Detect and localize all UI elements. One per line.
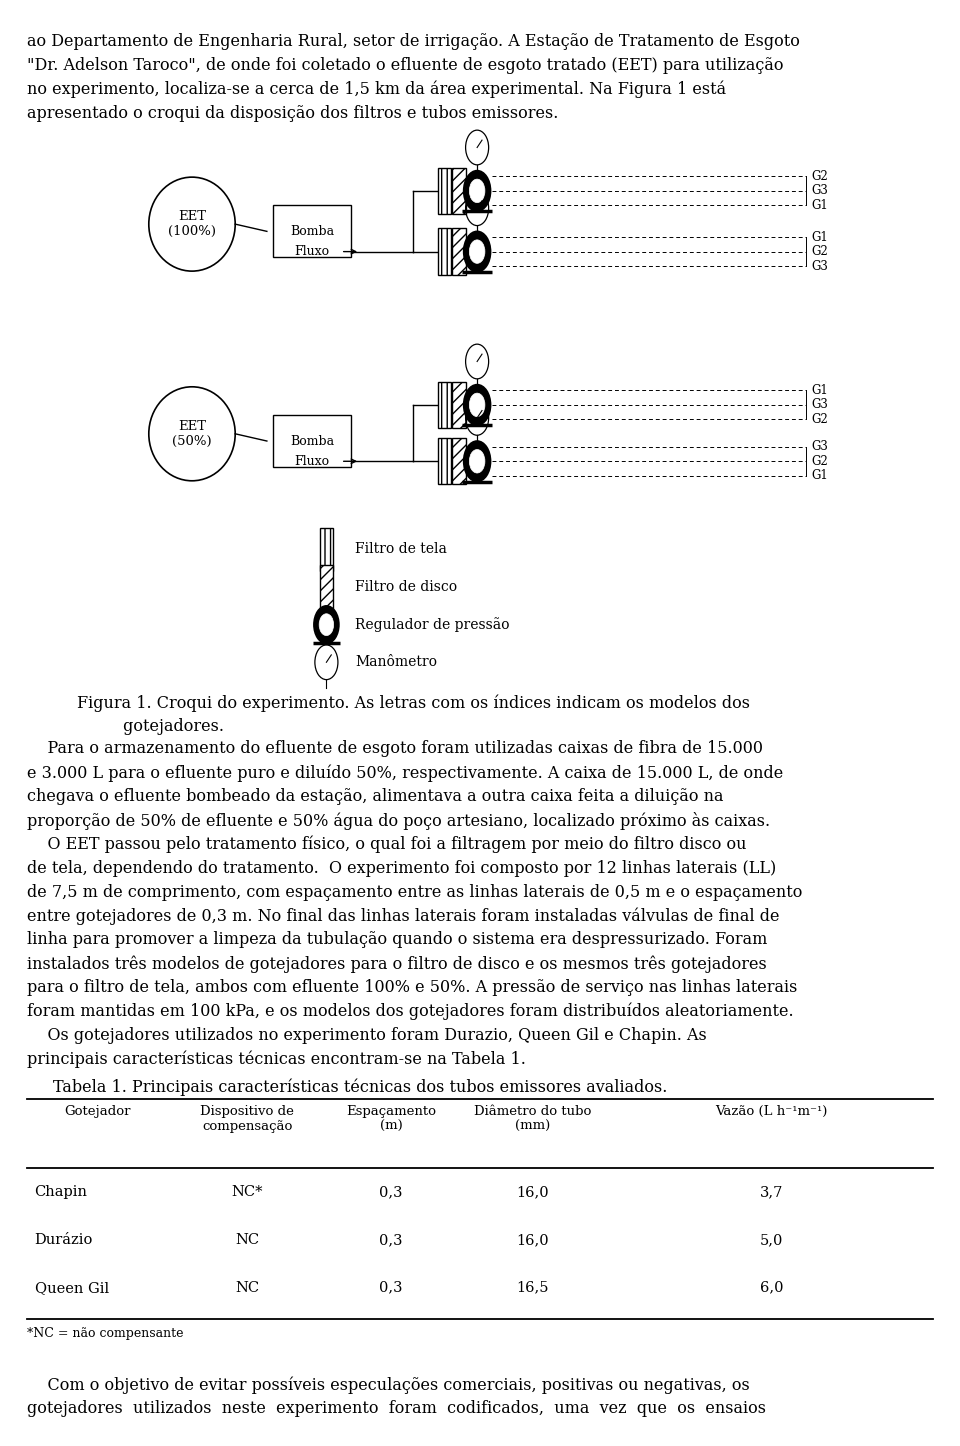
Text: 5,0: 5,0 — [759, 1233, 783, 1246]
Circle shape — [469, 179, 485, 202]
Bar — [320, 565, 333, 609]
Bar — [452, 382, 466, 428]
Circle shape — [314, 606, 339, 643]
Text: Filtro de tela: Filtro de tela — [355, 542, 447, 557]
Text: 0,3: 0,3 — [379, 1233, 403, 1246]
Text: Chapin: Chapin — [35, 1186, 87, 1199]
Text: 16,0: 16,0 — [516, 1233, 549, 1246]
Text: G2: G2 — [811, 171, 828, 182]
Circle shape — [464, 385, 491, 425]
Text: G3: G3 — [811, 441, 828, 453]
Text: 16,5: 16,5 — [516, 1281, 549, 1294]
Text: 0,3: 0,3 — [379, 1281, 403, 1294]
Bar — [273, 205, 351, 257]
Text: 16,0: 16,0 — [516, 1186, 549, 1199]
Text: Queen Gil: Queen Gil — [35, 1281, 108, 1294]
Text: NC: NC — [235, 1281, 259, 1294]
Text: EET
(50%): EET (50%) — [172, 419, 212, 448]
Circle shape — [469, 240, 485, 263]
Text: G2: G2 — [811, 414, 828, 425]
Text: para o filtro de tela, ambos com efluente 100% e 50%. A pressão de serviço nas l: para o filtro de tela, ambos com efluent… — [27, 979, 797, 996]
Text: instalados três modelos de gotejadores para o filtro de disco e os mesmos três g: instalados três modelos de gotejadores p… — [27, 954, 767, 973]
Bar — [438, 228, 451, 275]
Bar — [452, 228, 466, 275]
Text: EET
(100%): EET (100%) — [168, 210, 216, 239]
Text: proporção de 50% de efluente e 50% água do poço artesiano, localizado próximo às: proporção de 50% de efluente e 50% água … — [27, 811, 770, 830]
Text: Dispositivo de
compensação: Dispositivo de compensação — [201, 1105, 294, 1132]
Text: Diâmetro do tubo
(mm): Diâmetro do tubo (mm) — [474, 1105, 591, 1132]
Text: Filtro de disco: Filtro de disco — [355, 580, 457, 594]
Text: no experimento, localiza-se a cerca de 1,5 km da área experimental. Na Figura 1 : no experimento, localiza-se a cerca de 1… — [27, 81, 726, 98]
Text: Bomba: Bomba — [290, 226, 334, 237]
Text: *NC = não compensante: *NC = não compensante — [27, 1327, 183, 1340]
Bar — [452, 438, 466, 484]
Text: 3,7: 3,7 — [759, 1186, 783, 1199]
Text: G1: G1 — [811, 231, 828, 243]
Text: Para o armazenamento do efluente de esgoto foram utilizadas caixas de fibra de 1: Para o armazenamento do efluente de esgo… — [27, 740, 763, 758]
Bar — [273, 415, 351, 467]
Bar — [438, 168, 451, 214]
Text: Com o objetivo de evitar possíveis especulações comerciais, positivas ou negativ: Com o objetivo de evitar possíveis espec… — [27, 1377, 750, 1394]
Text: Os gotejadores utilizados no experimento foram Durazio, Queen Gil e Chapin. As: Os gotejadores utilizados no experimento… — [27, 1027, 707, 1044]
Circle shape — [464, 171, 491, 211]
Text: 0,3: 0,3 — [379, 1186, 403, 1199]
Text: Durázio: Durázio — [35, 1233, 93, 1246]
Text: Gotejador: Gotejador — [64, 1105, 131, 1118]
Text: principais características técnicas encontram-se na Tabela 1.: principais características técnicas enco… — [27, 1050, 526, 1069]
Circle shape — [469, 450, 485, 473]
Text: G3: G3 — [811, 185, 828, 197]
Text: 6,0: 6,0 — [759, 1281, 783, 1294]
Text: G1: G1 — [811, 385, 828, 396]
Text: e 3.000 L para o efluente puro e diluído 50%, respectivamente. A caixa de 15.000: e 3.000 L para o efluente puro e diluído… — [27, 763, 783, 782]
Text: "Dr. Adelson Taroco", de onde foi coletado o efluente de esgoto tratado (EET) pa: "Dr. Adelson Taroco", de onde foi coleta… — [27, 56, 783, 74]
Text: G2: G2 — [811, 246, 828, 257]
Circle shape — [464, 231, 491, 272]
Text: G3: G3 — [811, 399, 828, 411]
Text: G1: G1 — [811, 470, 828, 482]
Text: ao Departamento de Engenharia Rural, setor de irrigação. A Estação de Tratamento: ao Departamento de Engenharia Rural, set… — [27, 33, 800, 51]
Bar — [320, 528, 333, 571]
Text: Bomba: Bomba — [290, 435, 334, 447]
Text: foram mantidas em 100 kPa, e os modelos dos gotejadores foram distribuídos aleat: foram mantidas em 100 kPa, e os modelos … — [27, 1004, 794, 1021]
Text: Figura 1. Croqui do experimento. As letras com os índices indicam os modelos dos: Figura 1. Croqui do experimento. As letr… — [77, 694, 750, 711]
Text: G2: G2 — [811, 455, 828, 467]
Text: NC: NC — [235, 1233, 259, 1246]
Text: Tabela 1. Principais características técnicas dos tubos emissores avaliados.: Tabela 1. Principais características téc… — [53, 1079, 667, 1096]
Text: Manômetro: Manômetro — [355, 655, 437, 669]
Text: Fluxo: Fluxo — [295, 455, 330, 467]
Bar — [438, 382, 451, 428]
Text: Regulador de pressão: Regulador de pressão — [355, 617, 510, 632]
Text: de tela, dependendo do tratamento.  O experimento foi composto por 12 linhas lat: de tela, dependendo do tratamento. O exp… — [27, 859, 776, 876]
Bar — [438, 438, 451, 484]
Text: NC*: NC* — [231, 1186, 263, 1199]
Text: Fluxo: Fluxo — [295, 246, 330, 257]
Circle shape — [469, 393, 485, 416]
Text: O EET passou pelo tratamento físico, o qual foi a filtragem por meio do filtro d: O EET passou pelo tratamento físico, o q… — [27, 836, 746, 853]
Text: G1: G1 — [811, 200, 828, 211]
Circle shape — [464, 441, 491, 482]
Text: gotejadores  utilizados  neste  experimento  foram  codificados,  uma  vez  que : gotejadores utilizados neste experimento… — [27, 1400, 766, 1417]
Text: linha para promover a limpeza da tubulação quando o sistema era despressurizado.: linha para promover a limpeza da tubulaç… — [27, 931, 767, 949]
Circle shape — [319, 613, 334, 636]
Text: chegava o efluente bombeado da estação, alimentava a outra caixa feita a diluiçã: chegava o efluente bombeado da estação, … — [27, 788, 724, 805]
Text: Espaçamento
(m): Espaçamento (m) — [347, 1105, 436, 1132]
Text: apresentado o croqui da disposição dos filtros e tubos emissores.: apresentado o croqui da disposição dos f… — [27, 106, 559, 121]
Text: entre gotejadores de 0,3 m. No final das linhas laterais foram instaladas válvul: entre gotejadores de 0,3 m. No final das… — [27, 908, 780, 925]
Text: G3: G3 — [811, 260, 828, 272]
Bar — [452, 168, 466, 214]
Text: Vazão (L h⁻¹m⁻¹): Vazão (L h⁻¹m⁻¹) — [715, 1105, 828, 1118]
Text: de 7,5 m de comprimento, com espaçamento entre as linhas laterais de 0,5 m e o e: de 7,5 m de comprimento, com espaçamento… — [27, 884, 803, 901]
Text: gotejadores.: gotejadores. — [77, 717, 224, 735]
